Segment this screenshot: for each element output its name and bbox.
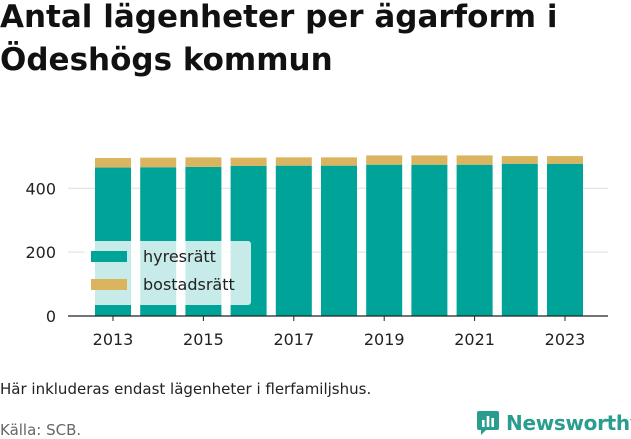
bar-hyresratt bbox=[547, 163, 583, 316]
bar-bostadsratt bbox=[411, 155, 448, 165]
bar-hyresratt bbox=[321, 165, 357, 316]
y-tick-label: 200 bbox=[25, 243, 56, 262]
legend-label: bostadsrätt bbox=[143, 275, 235, 294]
bar-bostadsratt bbox=[230, 157, 267, 166]
bar-bostadsratt bbox=[185, 157, 222, 167]
chart-note: Här inkluderas endast lägenheter i flerf… bbox=[0, 380, 372, 398]
x-tick-label: 2013 bbox=[93, 330, 134, 349]
x-tick-label: 2021 bbox=[454, 330, 495, 349]
chart-title: Antal lägenheter per ägarform i Ödeshögs… bbox=[0, 0, 558, 78]
bar-bostadsratt bbox=[366, 155, 403, 165]
x-tick-label: 2015 bbox=[183, 330, 224, 349]
bar-bostadsratt bbox=[140, 157, 177, 168]
legend: hyresrätt bostadsrätt bbox=[84, 241, 251, 305]
y-tick-label: 0 bbox=[46, 307, 56, 326]
axis-layer: 0 200 400 2013 2015 2017 2019 2021 2023 bbox=[25, 179, 608, 349]
newsworthy-logo[interactable]: Newsworthy bbox=[476, 408, 631, 438]
bar-bostadsratt bbox=[275, 157, 312, 166]
bar-hyresratt bbox=[411, 164, 448, 316]
bar-hyresratt bbox=[501, 163, 538, 316]
bar-chart-logo-icon bbox=[477, 411, 499, 435]
legend-swatch-hyresratt bbox=[91, 251, 127, 262]
bar-bostadsratt bbox=[501, 156, 538, 164]
bar-bostadsratt bbox=[95, 157, 131, 168]
x-tick-label: 2017 bbox=[273, 330, 314, 349]
legend-label: hyresrätt bbox=[143, 247, 216, 266]
bar-bostadsratt bbox=[456, 155, 493, 165]
y-tick-label: 400 bbox=[25, 179, 56, 198]
legend-swatch-bostadsratt bbox=[91, 279, 127, 290]
x-tick-label: 2019 bbox=[364, 330, 405, 349]
bar-hyresratt bbox=[275, 165, 312, 316]
source-text: Källa: SCB. bbox=[0, 421, 82, 439]
brand-name: Newsworthy bbox=[506, 411, 631, 435]
x-tick-label: 2023 bbox=[545, 330, 586, 349]
bar-hyresratt bbox=[366, 164, 403, 316]
bar-hyresratt bbox=[456, 164, 493, 316]
bar-bostadsratt bbox=[321, 157, 357, 166]
bar-bostadsratt bbox=[547, 156, 583, 164]
